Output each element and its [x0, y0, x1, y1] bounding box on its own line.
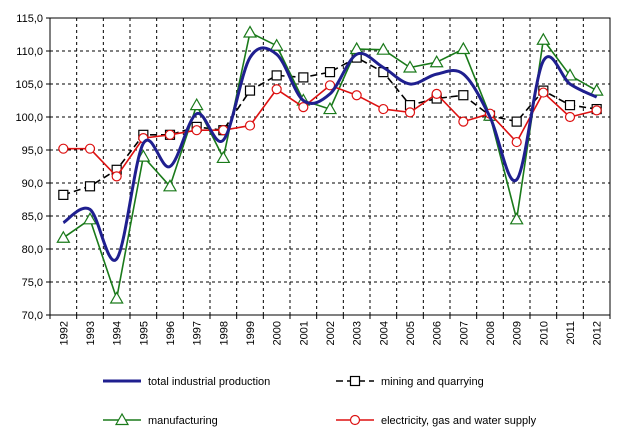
- y-tick-label: 80,0: [22, 244, 43, 256]
- data-point: [456, 41, 471, 55]
- y-tick-label: 100,0: [15, 112, 43, 124]
- x-tick-label: 2004: [378, 321, 390, 345]
- x-tick-label: 2000: [272, 321, 284, 345]
- legend-item-manufacturing: manufacturing: [103, 412, 218, 427]
- data-point: [191, 125, 202, 136]
- legend: total industrial production mining and qu…: [103, 375, 537, 427]
- data-point: [538, 87, 549, 98]
- data-point: [162, 179, 178, 192]
- data-point: [298, 72, 309, 83]
- data-point: [511, 116, 522, 127]
- x-axis: 1992 1993 1994 1995 1996 1997 1998 1999 2000 2001…: [49, 315, 611, 345]
- data-point: [324, 80, 336, 91]
- data-point: [351, 90, 362, 101]
- y-tick-label: 85,0: [22, 211, 43, 223]
- data-point: [242, 25, 258, 38]
- data-point: [189, 97, 204, 111]
- data-point: [58, 143, 69, 154]
- legend-item-mining-and-quarrying: mining and quarrying: [336, 375, 484, 388]
- legend-marker: [349, 414, 361, 426]
- x-tick-label: 2012: [592, 321, 604, 345]
- x-tick-label: 1996: [165, 321, 177, 345]
- legend-label: total industrial production: [148, 376, 270, 388]
- legend-item-total-industrial-production: total industrial production: [103, 376, 270, 388]
- x-tick-label: 2011: [565, 321, 577, 345]
- data-point: [378, 103, 389, 115]
- legend-marker: [349, 375, 361, 387]
- x-tick-label: 1998: [218, 321, 230, 345]
- data-point: [564, 100, 576, 111]
- data-point: [216, 150, 231, 164]
- data-point: [458, 90, 469, 101]
- y-tick-label: 70,0: [22, 310, 43, 322]
- series-electricity-gas-water: [58, 80, 602, 182]
- x-tick-label: 1992: [58, 321, 70, 345]
- data-point: [298, 101, 309, 113]
- x-tick-label: 2006: [432, 321, 444, 345]
- data-point: [562, 68, 578, 81]
- x-tick-label: 1993: [85, 321, 97, 345]
- y-tick-label: 95,0: [22, 145, 43, 157]
- plot-area: [49, 17, 611, 316]
- grid-lines: [50, 18, 610, 315]
- y-tick-label: 75,0: [22, 277, 43, 289]
- y-axis: 70,0 75,0 80,0 85,0 90,0 95,0 100,0 105,0 110,0 1…: [15, 13, 50, 322]
- x-tick-label: 2005: [405, 321, 417, 345]
- data-point: [84, 181, 96, 192]
- data-point: [271, 70, 282, 81]
- data-point: [431, 88, 442, 100]
- x-tick-label: 2009: [512, 321, 524, 345]
- series-line: [62, 46, 598, 262]
- y-tick-label: 105,0: [15, 79, 43, 91]
- x-tick-label: 1997: [192, 321, 204, 345]
- x-tick-label: 1994: [112, 321, 124, 345]
- x-tick-label: 2003: [352, 321, 364, 345]
- plot-border: [49, 17, 611, 316]
- data-point: [84, 143, 96, 154]
- data-point: [164, 129, 176, 140]
- data-point: [509, 212, 524, 225]
- legend-marker: [114, 412, 130, 426]
- x-tick-label: 2010: [538, 321, 550, 345]
- data-point: [111, 171, 122, 182]
- data-point: [591, 105, 602, 116]
- data-point: [269, 38, 284, 51]
- data-point: [536, 32, 551, 45]
- data-point: [322, 101, 338, 115]
- data-point: [244, 120, 256, 131]
- data-point: [109, 291, 124, 304]
- legend-label: manufacturing: [148, 415, 218, 427]
- data-point: [511, 136, 522, 148]
- data-point: [271, 84, 282, 95]
- data-point: [56, 230, 71, 243]
- y-tick-label: 110,0: [16, 46, 43, 58]
- data-point: [458, 116, 469, 127]
- data-point: [376, 42, 391, 55]
- x-tick-label: 2007: [458, 321, 470, 345]
- data-point: [82, 212, 98, 225]
- data-point: [564, 111, 576, 123]
- series-manufacturing: [56, 25, 604, 304]
- y-tick-label: 115,0: [16, 13, 43, 25]
- y-tick-label: 90,0: [22, 178, 43, 190]
- data-point: [404, 107, 416, 118]
- data-point: [58, 189, 69, 200]
- data-point: [244, 85, 256, 96]
- data-point: [589, 83, 604, 96]
- legend-label: mining and quarrying: [381, 376, 484, 388]
- data-point: [324, 67, 336, 78]
- x-tick-label: 2008: [485, 321, 497, 345]
- data-point: [402, 60, 418, 73]
- series-line: [63, 56, 597, 196]
- series-total-industrial-production: [62, 46, 598, 262]
- x-tick-label: 1995: [138, 321, 150, 345]
- series-group: [56, 25, 604, 304]
- x-tick-label: 2002: [325, 321, 337, 345]
- data-point: [429, 55, 444, 68]
- x-tick-label: 2001: [298, 321, 310, 345]
- x-tick-label: 1999: [245, 321, 257, 345]
- legend-item-electricity-gas-water: electricity, gas and water supply: [336, 414, 537, 427]
- legend-label: electricity, gas and water supply: [381, 415, 537, 427]
